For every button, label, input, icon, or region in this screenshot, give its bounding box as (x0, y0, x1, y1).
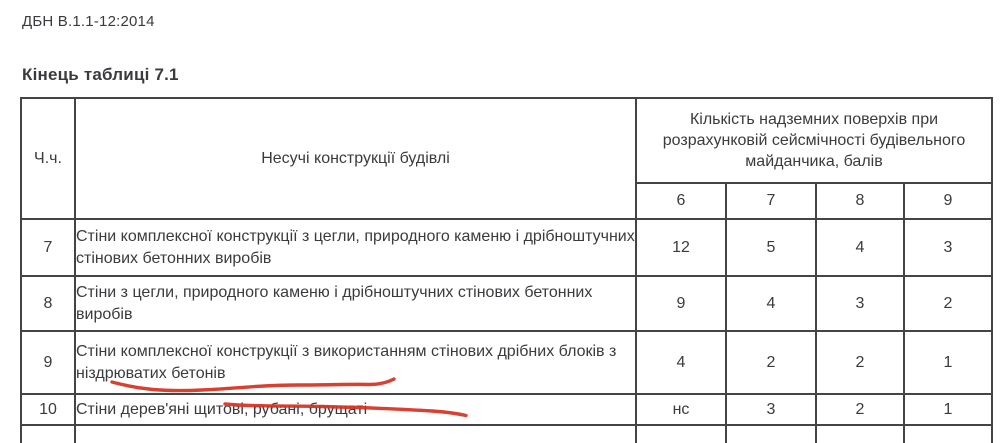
row-description: Стіни комплексної конструкції з використ… (74, 330, 637, 395)
header-structures-column: Несучі конструкції будівлі (74, 97, 637, 220)
row-value: 2 (815, 393, 905, 426)
row-number: 7 (20, 218, 76, 277)
table-row: 8 Стіни з цегли, природного каменю і дрі… (20, 275, 994, 332)
row-description: Стіни з цегли, природного каменю і дрібн… (74, 275, 637, 332)
row-value: 2 (902, 275, 994, 332)
header-points-6: 6 (635, 182, 727, 220)
row-value: 2 (725, 330, 817, 395)
row-value: 5 (725, 218, 817, 277)
row-value: 4 (635, 330, 727, 395)
header-points-8: 8 (815, 182, 905, 220)
table-row: 10 Стіни дерев'яні щитові, рубані, бруща… (20, 393, 994, 426)
row-value: 3 (815, 275, 905, 332)
seismicity-table: Ч.ч. Несучі конструкції будівлі Кількіст… (20, 97, 994, 443)
row-description: Стіни дерев'яні щитові, рубані, брущаті (74, 393, 637, 426)
header-num-column: Ч.ч. (20, 97, 76, 220)
row-number: 10 (20, 393, 76, 426)
table-header-row-1: Ч.ч. Несучі конструкції будівлі Кількіст… (20, 97, 994, 220)
table-row: 9 Стіни комплексної конструкції з викори… (20, 330, 994, 395)
row-value: 4 (815, 218, 905, 277)
row-value: 9 (635, 275, 727, 332)
table-row-cut-off (20, 424, 994, 443)
doc-code: ДБН В.1.1-12:2014 (22, 13, 155, 30)
row-value: 12 (635, 218, 727, 277)
row-number: 9 (20, 330, 76, 395)
header-points-7: 7 (725, 182, 817, 220)
header-points-9: 9 (902, 182, 994, 220)
table-caption: Кінець таблиці 7.1 (22, 65, 179, 84)
row-value: 1 (902, 330, 994, 395)
row-value: 3 (902, 218, 994, 277)
row-value: 1 (902, 393, 994, 426)
row-value: 2 (815, 330, 905, 395)
row-value: нс (635, 393, 727, 426)
row-number: 8 (20, 275, 76, 332)
row-value: 3 (725, 393, 817, 426)
table-header-row-2: 6 7 8 9 (21, 182, 994, 220)
row-description: Стіни комплексної конструкції з цегли, п… (74, 218, 637, 277)
row-value: 4 (725, 275, 817, 332)
header-seismicity-group: Кількість надземних поверхів при розраху… (634, 97, 994, 184)
table-row: 7 Стіни комплексної конструкції з цегли,… (20, 218, 994, 277)
